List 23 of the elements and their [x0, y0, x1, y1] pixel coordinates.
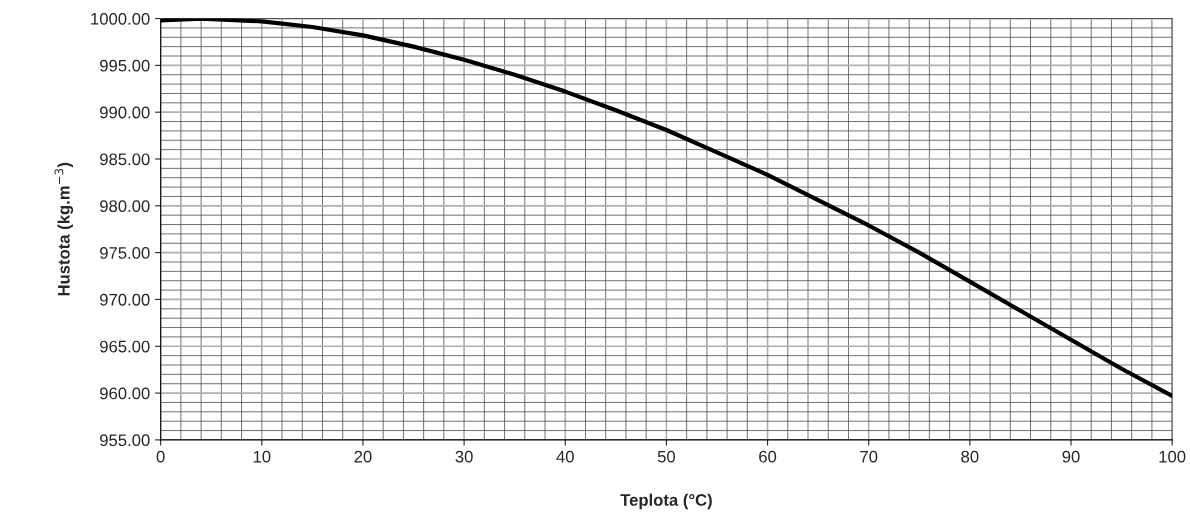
x-tick-label: 10: [253, 450, 271, 463]
y-tick-label: 960.00: [100, 387, 150, 400]
y-tick-label: 975.00: [100, 247, 150, 259]
y-tick-label: 995.00: [100, 59, 150, 72]
x-tick-label: 50: [657, 450, 676, 463]
x-tick-label: 20: [354, 450, 372, 463]
x-tick-label: 90: [1062, 450, 1080, 463]
x-tick-label: 80: [961, 450, 979, 463]
y-tick-label: 990.00: [100, 106, 150, 119]
x-tick-label: 100: [1159, 450, 1186, 463]
y-tick-label: 985.00: [100, 153, 150, 166]
y-tick-label: 970.00: [100, 293, 150, 306]
y-axis-title: Hustota (kg.m$^{−3}$): [54, 162, 74, 296]
x-tick-label: 40: [556, 450, 574, 463]
x-tick-label: 30: [455, 450, 473, 463]
x-tick-label: 0: [156, 450, 165, 463]
x-axis-title: Teplota (°C): [620, 493, 712, 510]
y-tick-label: 1000.00: [91, 12, 150, 25]
y-tick-label: 965.00: [100, 340, 150, 353]
x-tick-label: 70: [860, 450, 878, 463]
y-tick-label: 980.00: [100, 200, 150, 213]
x-tick-label: 60: [759, 450, 777, 463]
y-tick-label: 955.00: [100, 434, 150, 447]
